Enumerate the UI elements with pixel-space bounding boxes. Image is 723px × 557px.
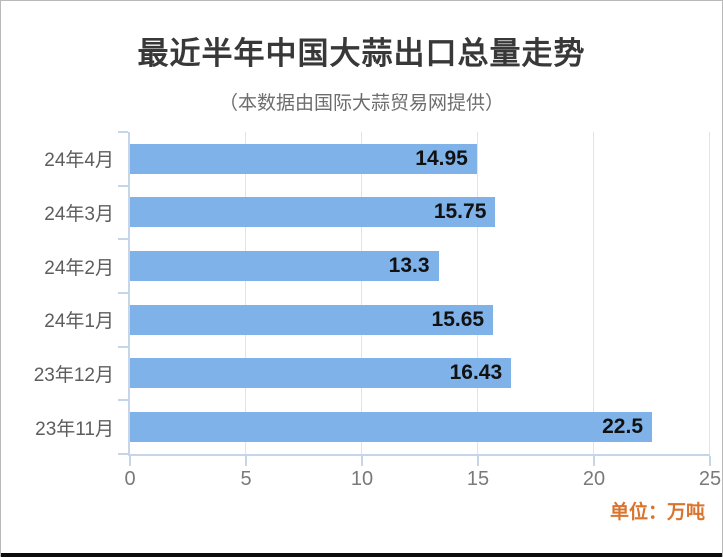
- bars-layer: 24年4月 14.95 24年3月 15.75 24年2月 13.3 24年1月 15.65 2…: [34, 132, 710, 454]
- bar-row-4: 23年12月 16.43: [34, 347, 710, 401]
- bar-row-0: 24年4月 14.95: [44, 132, 710, 186]
- chart-title: 最近半年中国大蒜出口总量走势: [137, 36, 586, 71]
- bar-value-label-4: 16.43: [449, 361, 503, 385]
- category-label-1: 24年3月: [44, 203, 114, 225]
- bar-0: 14.95: [130, 143, 477, 174]
- bar-4: 16.43: [130, 358, 512, 389]
- bar-value-label-5: 22.5: [602, 415, 643, 439]
- chart-subtitle: （本数据由国际大蒜贸易网提供）: [218, 93, 504, 114]
- x-axis-tick-25: [709, 456, 711, 466]
- bar-row-2: 24年2月 13.3: [44, 239, 710, 293]
- gridline-x-20: [593, 132, 594, 454]
- y-axis-tick-0: [118, 131, 128, 133]
- x-tick-label-20: 20: [582, 468, 606, 490]
- y-axis-tick-1: [118, 184, 128, 187]
- x-tick-label-5: 5: [240, 468, 252, 490]
- category-label-2: 24年2月: [44, 257, 114, 279]
- y-axis-tick-6: [118, 453, 128, 455]
- gridline-x-15: [477, 132, 478, 454]
- bottom-border: [1, 553, 722, 557]
- y-axis-tick-4: [118, 345, 128, 348]
- y-axis-tick-2: [118, 238, 128, 241]
- category-label-0: 24年4月: [44, 150, 114, 172]
- plot-area: 0 5 10 15 20 25 24年4月 14.95 24年3月 15.75 24年2月 13.3…: [34, 131, 721, 490]
- bar-row-1: 24年3月 15.75: [44, 186, 710, 240]
- y-axis-tick-3: [118, 292, 128, 294]
- x-axis-tick-10: [361, 456, 363, 466]
- x-tick-label-0: 0: [124, 468, 136, 490]
- category-label-5: 23年11月: [35, 418, 114, 440]
- bar-row-3: 24年1月 15.65: [44, 293, 710, 347]
- x-axis-tick-15: [477, 456, 479, 466]
- bar-value-label-2: 13.3: [388, 254, 430, 278]
- bar-value-label-1: 15.75: [433, 200, 487, 224]
- unit-note: 单位：万吨: [609, 502, 705, 523]
- bar-value-label-3: 15.65: [431, 307, 485, 331]
- x-axis-tick-5: [245, 456, 247, 466]
- gridline-x-25: [709, 132, 710, 454]
- bar-3: 15.65: [130, 304, 494, 335]
- x-axis-tick-0: [129, 456, 131, 466]
- bar-2: 13.3: [130, 251, 439, 282]
- bar-value-label-0: 14.95: [415, 146, 468, 170]
- category-label-4: 23年12月: [33, 364, 114, 386]
- gridline-x-10: [361, 132, 362, 454]
- bar-5: 22.5: [130, 412, 652, 443]
- bar-1: 15.75: [130, 197, 496, 228]
- x-axis-tick-20: [593, 456, 595, 466]
- x-tick-label-15: 15: [466, 468, 490, 490]
- y-axis-tick-5: [118, 399, 128, 402]
- bar-row-5: 23年11月 22.5: [35, 400, 710, 454]
- gridline-x-5: [245, 132, 246, 454]
- x-tick-label-10: 10: [350, 468, 374, 490]
- x-tick-label-25: 25: [698, 468, 722, 490]
- category-label-3: 24年1月: [44, 311, 114, 333]
